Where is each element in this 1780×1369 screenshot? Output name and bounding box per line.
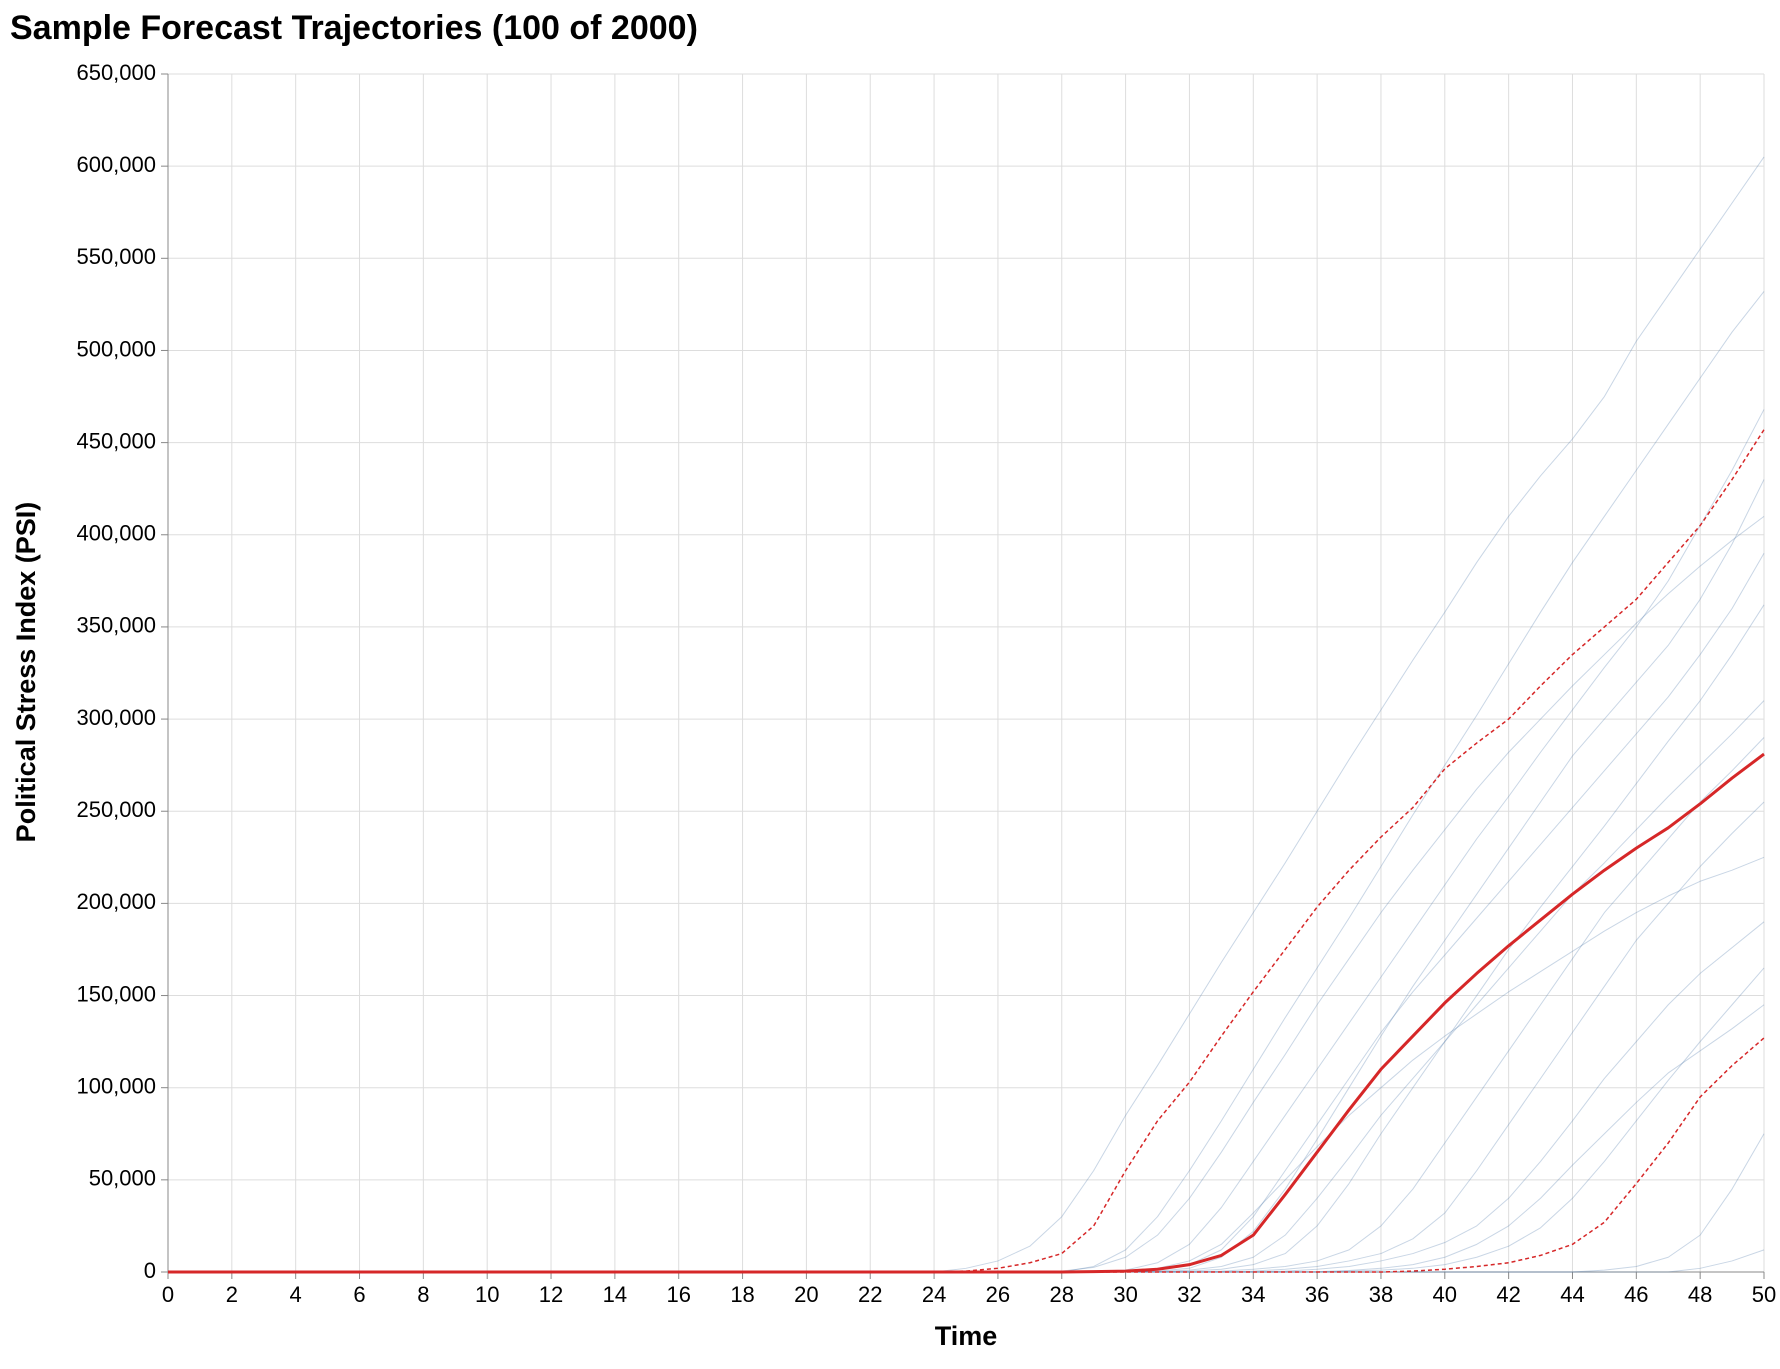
y-axis-title: Political Stress Index (PSI) — [11, 502, 41, 843]
x-tick-label: 16 — [666, 1282, 690, 1307]
series-line — [168, 409, 1765, 1273]
x-tick-label: 8 — [417, 1282, 429, 1307]
y-tick-label: 550,000 — [76, 244, 156, 269]
series-line — [168, 291, 1765, 1273]
series-line — [168, 429, 1765, 1273]
series-line — [168, 737, 1765, 1273]
x-tick-label: 32 — [1177, 1282, 1201, 1307]
y-tick-label: 300,000 — [76, 705, 156, 730]
series-line — [168, 156, 1765, 1273]
x-tick-label: 42 — [1496, 1282, 1520, 1307]
y-tick-label: 0 — [144, 1258, 156, 1283]
x-tick-label: 22 — [858, 1282, 882, 1307]
x-tick-label: 2 — [226, 1282, 238, 1307]
y-tick-label: 150,000 — [76, 981, 156, 1006]
y-tick-label: 650,000 — [76, 60, 156, 85]
x-tick-label: 10 — [475, 1282, 499, 1307]
y-tick-label: 400,000 — [76, 521, 156, 546]
x-tick-label: 0 — [162, 1282, 174, 1307]
series-line — [168, 967, 1765, 1273]
x-tick-label: 50 — [1752, 1282, 1776, 1307]
series-line — [168, 752, 1765, 1274]
y-tick-label: 600,000 — [76, 152, 156, 177]
x-tick-label: 30 — [1113, 1282, 1137, 1307]
series-line — [168, 1133, 1765, 1273]
x-tick-label: 4 — [290, 1282, 302, 1307]
series-line — [168, 801, 1765, 1273]
x-tick-label: 14 — [603, 1282, 627, 1307]
x-tick-label: 28 — [1050, 1282, 1074, 1307]
series-line — [168, 921, 1765, 1273]
x-tick-label: 40 — [1433, 1282, 1457, 1307]
x-tick-label: 20 — [794, 1282, 818, 1307]
x-tick-label: 26 — [986, 1282, 1010, 1307]
x-tick-label: 36 — [1305, 1282, 1329, 1307]
series-line — [168, 604, 1765, 1273]
series-line — [168, 1004, 1765, 1273]
x-tick-label: 34 — [1241, 1282, 1265, 1307]
x-axis-title: Time — [935, 1321, 998, 1351]
x-tick-label: 38 — [1369, 1282, 1393, 1307]
x-tick-label: 12 — [539, 1282, 563, 1307]
y-tick-label: 250,000 — [76, 797, 156, 822]
chart-title: Sample Forecast Trajectories (100 of 200… — [10, 9, 698, 47]
y-tick-label: 100,000 — [76, 1074, 156, 1099]
y-tick-label: 500,000 — [76, 336, 156, 361]
x-tick-label: 24 — [922, 1282, 946, 1307]
x-tick-label: 46 — [1624, 1282, 1648, 1307]
x-tick-label: 6 — [353, 1282, 365, 1307]
series-line — [168, 552, 1765, 1273]
y-tick-label: 50,000 — [89, 1166, 156, 1191]
x-tick-label: 18 — [730, 1282, 754, 1307]
series-line — [168, 700, 1765, 1273]
series-line — [168, 515, 1765, 1273]
y-tick-label: 450,000 — [76, 428, 156, 453]
x-tick-label: 44 — [1560, 1282, 1584, 1307]
y-tick-label: 200,000 — [76, 889, 156, 914]
series-line — [168, 856, 1765, 1273]
series-line — [168, 479, 1765, 1273]
x-tick-label: 48 — [1688, 1282, 1712, 1307]
y-tick-label: 350,000 — [76, 613, 156, 638]
